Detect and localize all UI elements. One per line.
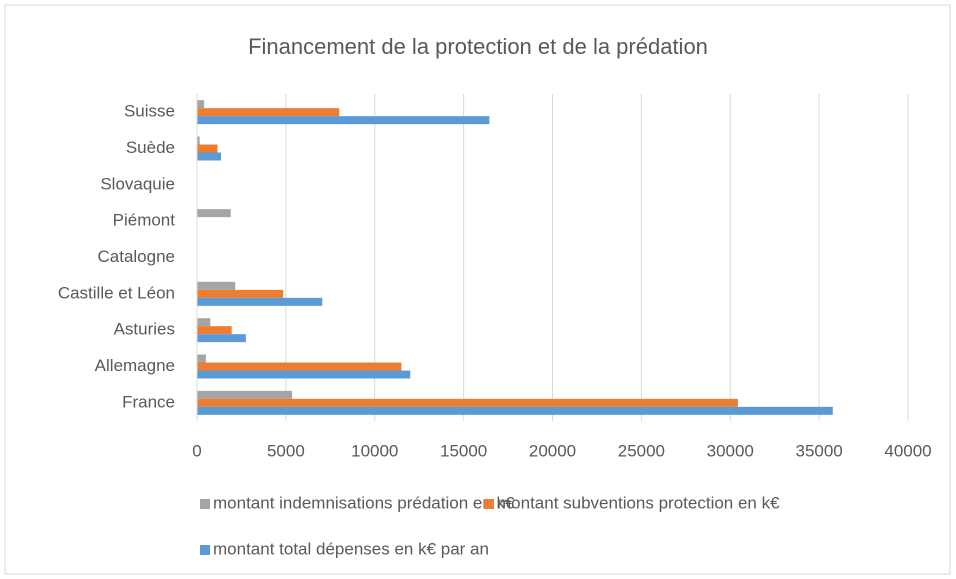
bar <box>197 108 340 117</box>
y-tick-label: Catalogne <box>97 247 175 266</box>
y-tick-label: Slovaquie <box>100 174 175 193</box>
bar <box>197 281 236 290</box>
y-tick-label: France <box>122 392 175 411</box>
legend-swatch <box>200 545 210 555</box>
y-tick-label: Allemagne <box>95 356 175 375</box>
chart-title: Financement de la protection et de la pr… <box>248 34 708 59</box>
y-tick-label: Suisse <box>124 102 175 121</box>
y-tick-label: Asturies <box>114 320 175 339</box>
bar <box>197 370 411 379</box>
bar <box>197 406 833 415</box>
x-tick-label: 15000 <box>440 441 487 460</box>
legend-swatch <box>200 499 210 509</box>
legend-label: montant indemnisations prédation en k€ <box>213 493 515 512</box>
y-tick-label: Suède <box>126 138 175 157</box>
bar <box>197 354 206 363</box>
bar <box>197 100 205 109</box>
bar <box>197 136 200 145</box>
bar <box>197 152 221 161</box>
bar <box>197 297 323 306</box>
x-tick-label: 0 <box>192 441 201 460</box>
bar <box>197 390 293 399</box>
bar <box>197 209 231 218</box>
bar <box>197 144 218 153</box>
x-tick-label: 30000 <box>707 441 754 460</box>
x-tick-label: 35000 <box>795 441 842 460</box>
y-tick-label: Castille et Léon <box>58 283 175 302</box>
x-tick-label: 25000 <box>618 441 665 460</box>
x-tick-label: 10000 <box>351 441 398 460</box>
bar <box>197 398 738 407</box>
bar <box>197 362 402 371</box>
bar <box>197 326 232 335</box>
bar <box>197 318 211 327</box>
legend-label: montant subventions protection en k€ <box>497 493 780 512</box>
y-tick-label: Piémont <box>113 211 176 230</box>
bar <box>197 116 490 125</box>
x-tick-label: 5000 <box>267 441 305 460</box>
chart-frame <box>4 4 951 575</box>
bar <box>197 289 284 298</box>
x-tick-label: 20000 <box>529 441 576 460</box>
x-tick-label: 40000 <box>884 441 931 460</box>
legend-label: montant total dépenses en k€ par an <box>213 539 489 558</box>
legend-swatch <box>484 499 494 509</box>
bar <box>197 334 246 343</box>
